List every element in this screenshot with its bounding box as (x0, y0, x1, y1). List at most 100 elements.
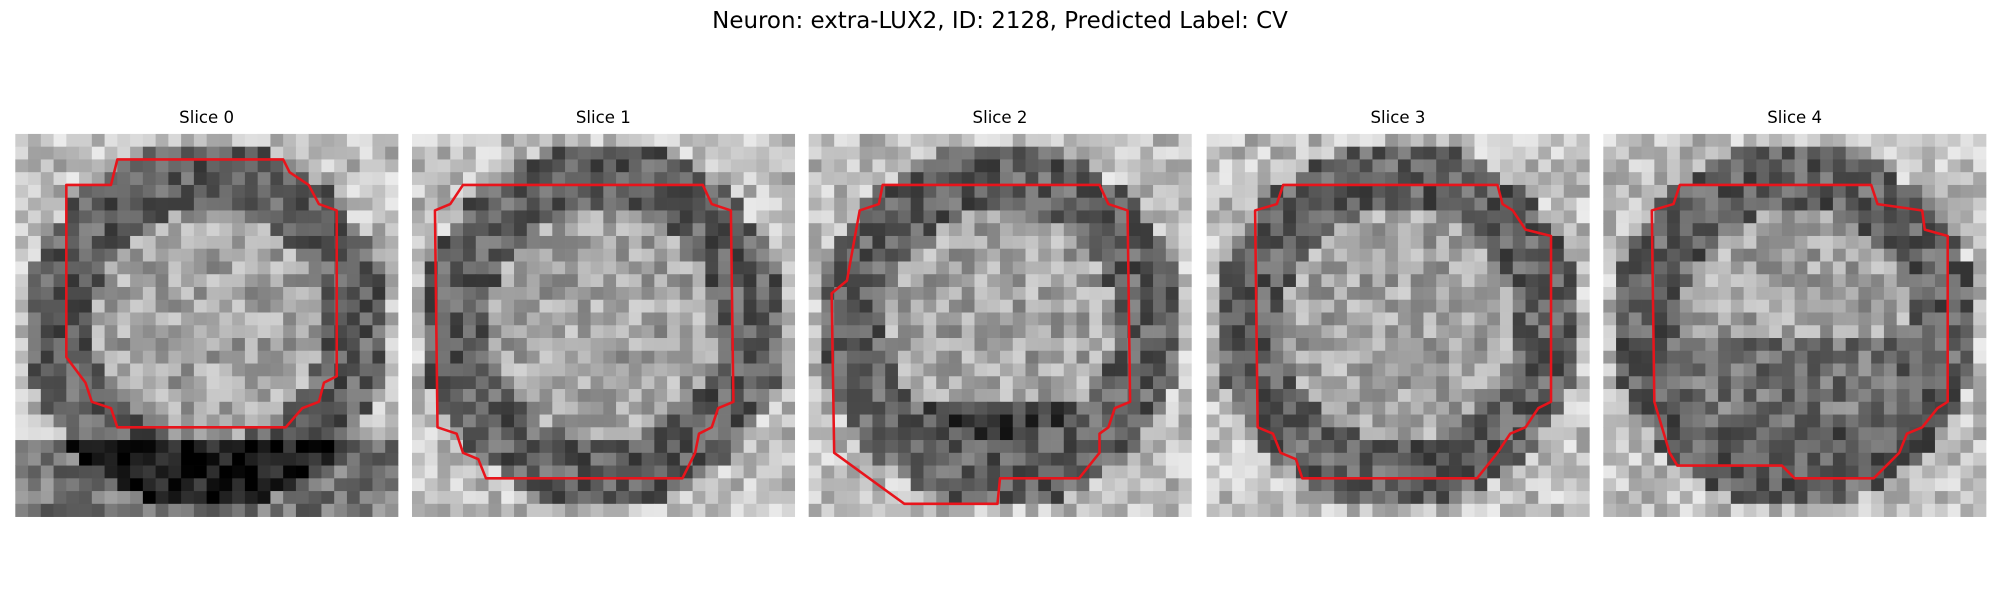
pixel (66, 465, 80, 479)
pixel (1960, 427, 1974, 441)
pixel (974, 286, 988, 301)
pixel (730, 235, 745, 250)
pixel (1127, 248, 1141, 262)
pixel (1423, 286, 1437, 301)
pixel (1563, 146, 1577, 160)
pixel (1436, 210, 1450, 224)
pixel (104, 452, 118, 466)
pixel (1448, 452, 1463, 466)
pixel (603, 465, 617, 479)
pixel (1012, 299, 1026, 313)
pixel (1769, 197, 1783, 211)
pixel (66, 452, 80, 466)
pixel (1730, 440, 1745, 454)
pixel (1756, 389, 1770, 403)
pixel (91, 414, 105, 428)
pixel (1807, 299, 1821, 313)
pixel (283, 376, 297, 390)
pixel (1858, 210, 1872, 224)
pixel (1781, 389, 1796, 403)
pixel (1807, 172, 1821, 186)
pixel (1679, 235, 1693, 250)
pixel (1769, 210, 1783, 224)
pixel (552, 133, 566, 148)
pixel (1845, 427, 1859, 441)
pixel (142, 440, 156, 454)
pixel (1206, 414, 1220, 428)
pixel (1667, 389, 1681, 403)
pixel (1781, 197, 1796, 211)
pixel (1922, 376, 1936, 390)
pixel (1603, 299, 1617, 313)
pixel (654, 248, 668, 262)
pixel (385, 159, 399, 173)
pixel (936, 248, 950, 262)
pixel (1410, 235, 1424, 250)
pixel (1705, 210, 1719, 224)
pixel (1423, 146, 1437, 160)
pixel (1359, 491, 1373, 505)
pixel (859, 503, 873, 517)
pixel (244, 452, 259, 466)
pixel (1219, 146, 1233, 160)
pixel (1820, 465, 1834, 479)
pixel (155, 376, 169, 390)
pixel (1232, 261, 1246, 275)
pixel (769, 159, 783, 173)
pixel (1756, 350, 1770, 364)
pixel (475, 503, 489, 517)
pixel (1667, 478, 1681, 492)
pixel (181, 478, 195, 492)
pixel (1705, 465, 1719, 479)
pixel (1820, 452, 1834, 466)
pixel (1641, 172, 1655, 186)
pixel (1025, 491, 1039, 505)
pixel (616, 338, 630, 352)
pixel (1832, 286, 1847, 301)
pixel (321, 299, 335, 313)
pixel (372, 376, 386, 390)
pixel (1397, 172, 1412, 186)
pixel (359, 274, 373, 288)
pixel (1257, 172, 1271, 186)
pixel (232, 325, 246, 339)
pixel (1063, 172, 1077, 186)
pixel (923, 172, 937, 186)
pixel (910, 465, 924, 479)
pixel (1102, 223, 1116, 237)
pixel (821, 478, 835, 492)
pixel (1140, 172, 1154, 186)
pixel (654, 235, 668, 250)
pixel (1334, 172, 1348, 186)
pixel (219, 312, 233, 326)
pixel (1334, 248, 1348, 262)
pixel (1000, 146, 1014, 160)
pixel (1769, 414, 1783, 428)
pixel (1025, 440, 1039, 454)
pixel (193, 248, 208, 262)
pixel (411, 274, 426, 288)
pixel (1283, 465, 1297, 479)
pixel (743, 286, 757, 301)
pixel (936, 440, 950, 454)
pixel (1820, 491, 1834, 505)
pixel (1372, 235, 1386, 250)
pixel (372, 197, 386, 211)
pixel (1781, 210, 1796, 224)
pixel (1512, 503, 1526, 517)
pixel (808, 503, 822, 517)
pixel (385, 427, 399, 441)
pixel (1270, 465, 1284, 479)
pixel (1178, 503, 1192, 517)
pixel (1051, 184, 1065, 199)
pixel (1114, 235, 1128, 250)
pixel (1102, 210, 1116, 224)
pixel (450, 338, 464, 352)
pixel (1679, 478, 1693, 492)
pixel (1858, 389, 1872, 403)
pixel (781, 325, 796, 339)
pixel (1820, 197, 1834, 211)
pixel (1436, 223, 1450, 237)
pixel (1487, 274, 1501, 288)
pixel (1436, 146, 1450, 160)
